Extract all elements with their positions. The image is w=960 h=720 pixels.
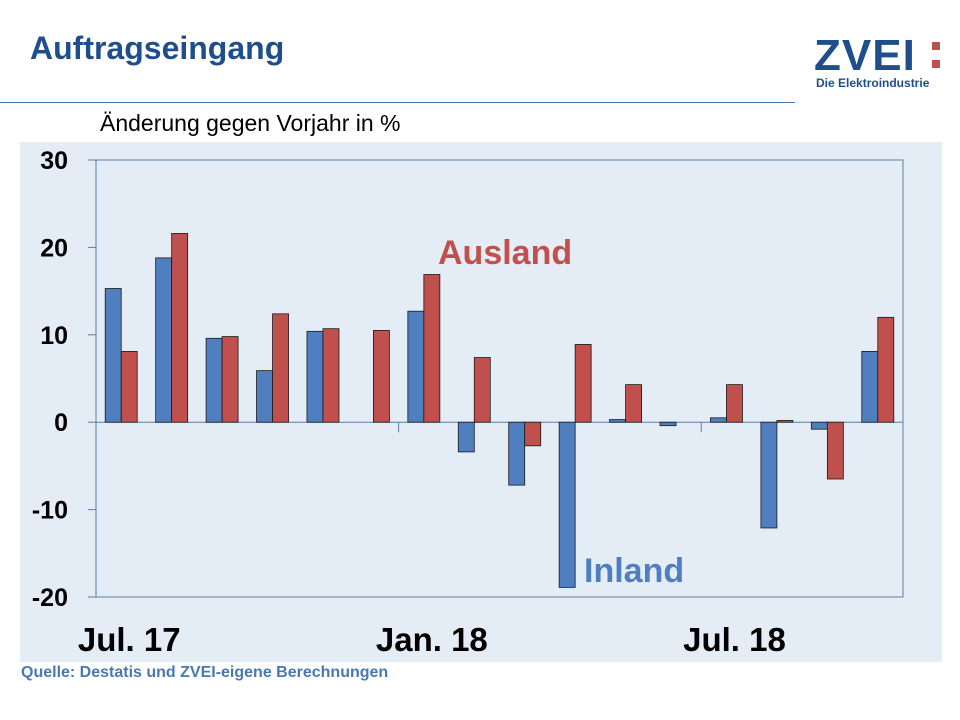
bar-ausland-7: [473, 357, 491, 423]
bar-ausland-13: [776, 420, 794, 423]
bar-inland-2: [205, 337, 223, 423]
logo-dot-bottom: [932, 60, 940, 68]
title-divider: [0, 102, 795, 103]
bar-ausland-3: [272, 313, 289, 423]
bar-ausland-15: [877, 316, 895, 423]
bar-ausland-0: [120, 351, 138, 423]
bar-inland-4: [306, 330, 324, 423]
y-tick-label: -20: [32, 584, 68, 612]
bar-ausland-2: [221, 336, 239, 423]
logo-tagline: Die Elektroindustrie: [816, 76, 930, 90]
zvei-logo: ZVEI: [814, 31, 940, 80]
y-tick-label: 20: [40, 234, 68, 262]
bar-ausland-1: [171, 233, 189, 423]
bar-ausland-14: [826, 421, 844, 480]
bar-inland-3: [256, 370, 273, 423]
x-tick-label: Jan. 18: [376, 621, 488, 658]
bar-inland-8: [508, 421, 526, 486]
plot-frame: [95, 159, 904, 598]
logo-dot-top: [932, 42, 940, 50]
bar-inland-1: [155, 257, 173, 423]
bar-ausland-5: [373, 330, 390, 423]
bar-ausland-6: [423, 274, 441, 423]
annotation-inland: Inland: [584, 552, 684, 590]
y-tick-label: 30: [40, 147, 68, 175]
page-title: Auftragseingang: [30, 30, 285, 66]
bar-ausland-9: [574, 344, 592, 423]
bar-inland-6: [407, 310, 425, 423]
bar-inland-7: [457, 421, 475, 453]
bar-inland-13: [760, 421, 778, 529]
bar-ausland-12: [726, 384, 743, 423]
bar-inland-15: [861, 351, 879, 423]
bar-inland-14: [810, 421, 828, 430]
bar-inland-9: [558, 421, 576, 588]
y-tick-label: -10: [32, 497, 68, 525]
bar-ausland-4: [322, 328, 340, 423]
x-tick-label: Jul. 18: [683, 621, 786, 658]
bar-inland-0: [104, 288, 122, 423]
bar-ausland-10: [625, 384, 642, 423]
logo-wordmark: ZVEI: [814, 31, 916, 80]
bar-ausland-8: [524, 421, 542, 447]
x-tick-label: Jul. 17: [78, 621, 181, 658]
chart-subtitle: Änderung gegen Vorjahr in %: [100, 110, 401, 136]
bar-inland-11: [659, 421, 677, 427]
bar-inland-10: [609, 419, 626, 423]
y-tick-label: 10: [40, 322, 68, 350]
annotation-ausland: Ausland: [438, 234, 572, 272]
y-tick-label: 0: [54, 409, 68, 437]
source-note: Quelle: Destatis und ZVEI-eigene Berechn…: [21, 664, 389, 681]
bar-inland-12: [710, 417, 727, 423]
